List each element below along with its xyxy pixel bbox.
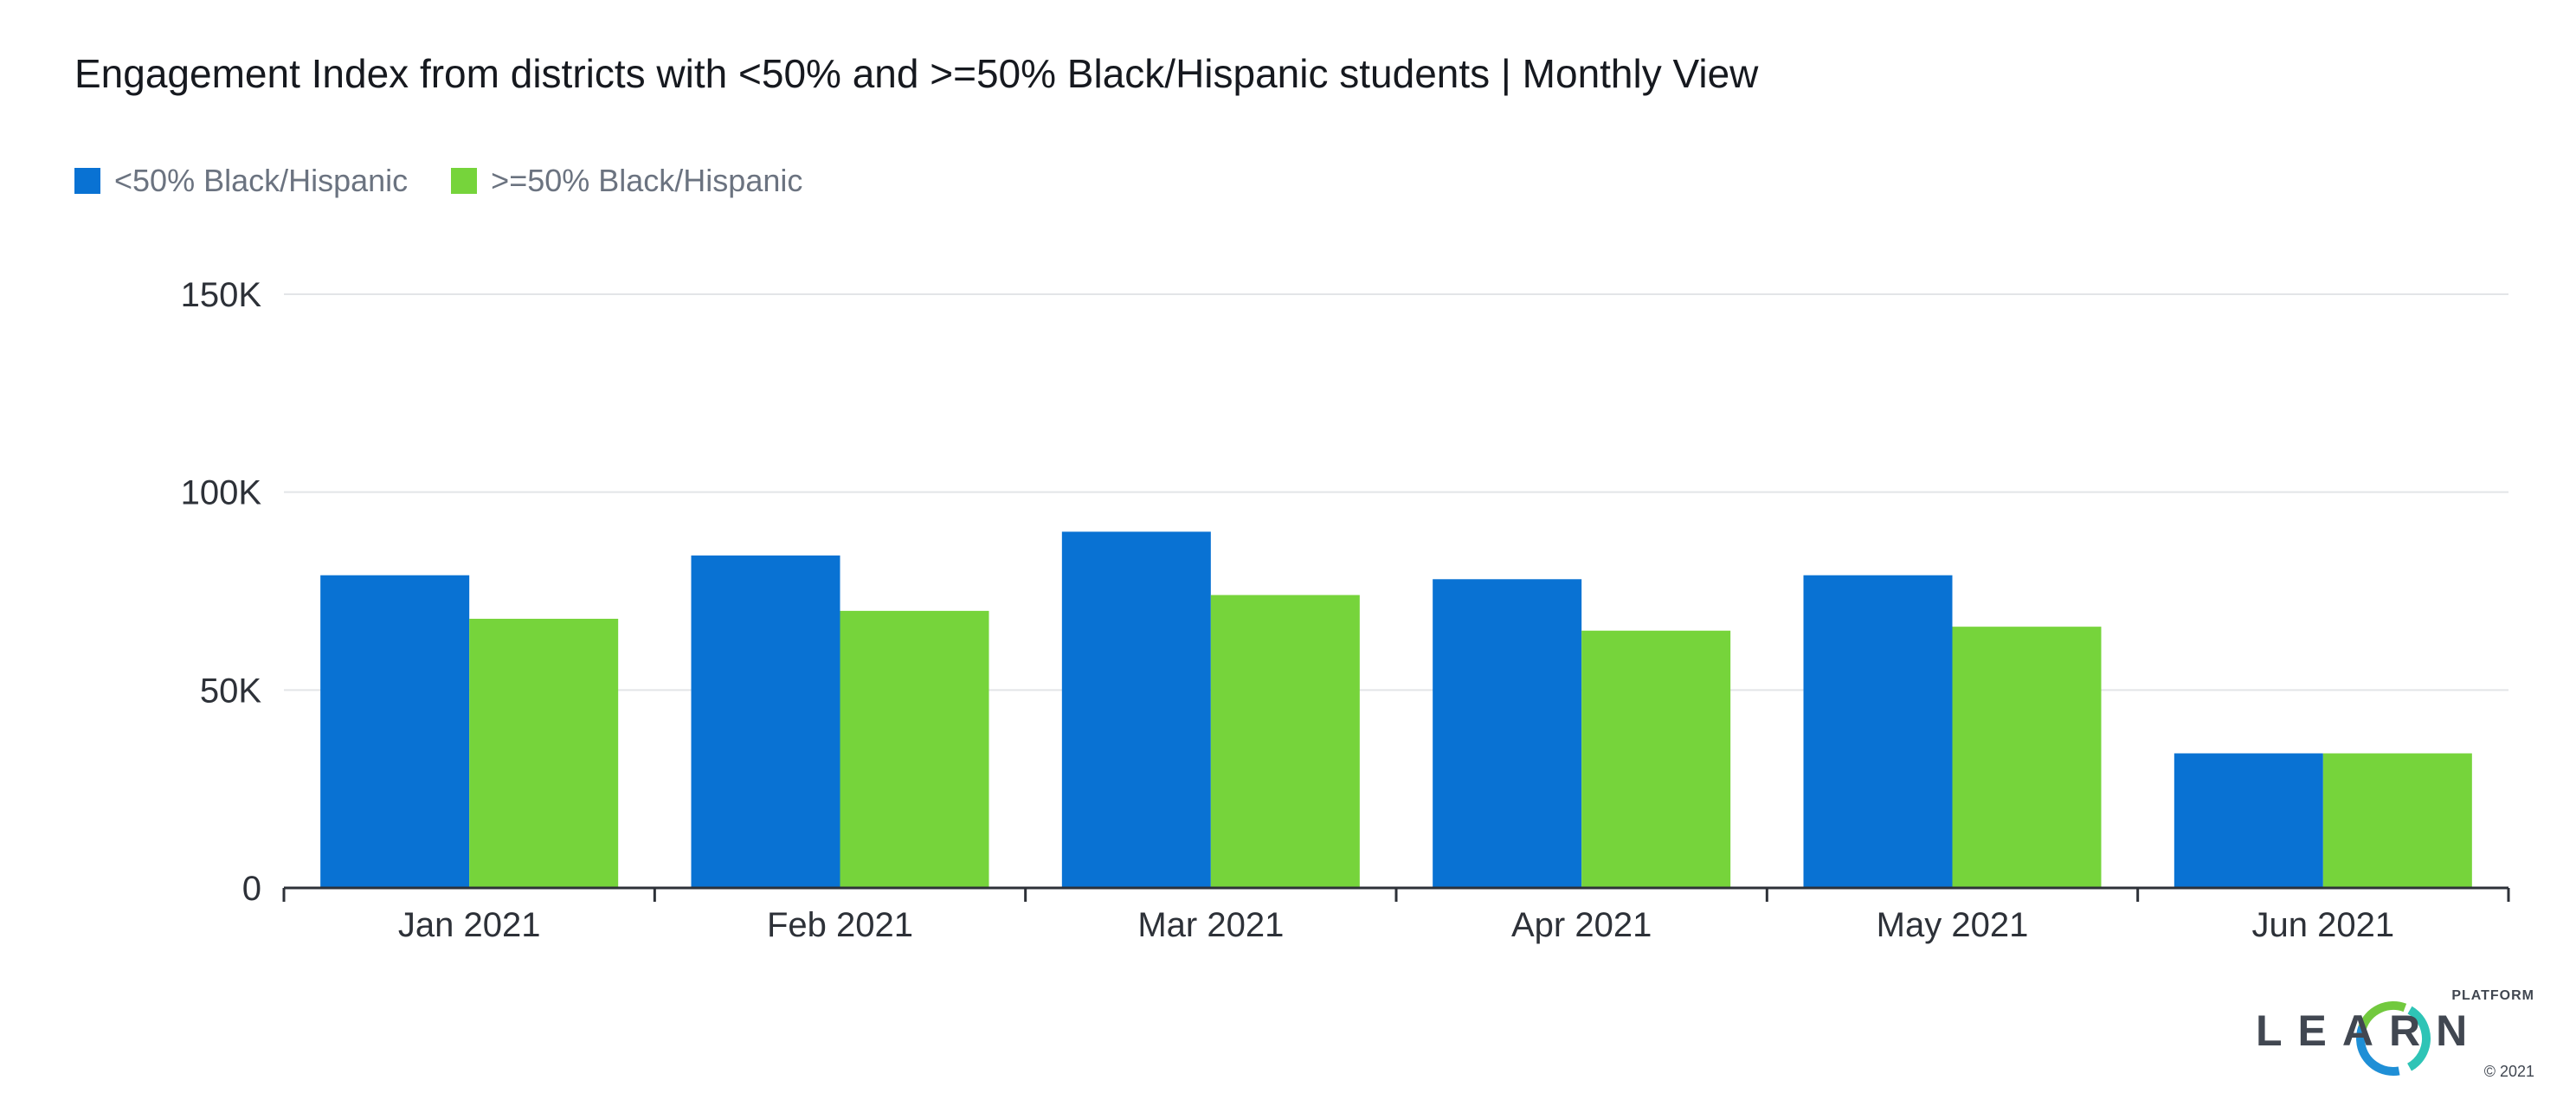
bar-below-50-may-2021[interactable] xyxy=(1803,575,1953,888)
bars xyxy=(320,531,2472,888)
chart-title: Engagement Index from districts with <50… xyxy=(74,51,1759,96)
logo-copyright: © 2021 xyxy=(2483,1063,2534,1080)
bar-below-50-jan-2021[interactable] xyxy=(320,575,470,888)
bar-below-50-jun-2021[interactable] xyxy=(2174,753,2323,888)
x-tick-label: May 2021 xyxy=(1877,906,2029,944)
bar-below-50-mar-2021[interactable] xyxy=(1061,531,1211,888)
legend: <50% Black/Hispanic >=50% Black/Hispanic xyxy=(74,163,846,199)
logo-platform-text: PLATFORM xyxy=(2451,988,2534,1003)
gridlines xyxy=(284,293,2508,691)
x-tick-label: Feb 2021 xyxy=(767,906,913,944)
logo-ring-icon xyxy=(2356,1000,2431,1076)
legend-swatch-50-and-above xyxy=(451,168,478,194)
bar-below-50-apr-2021[interactable] xyxy=(1433,579,1582,888)
bar-50-and-above-feb-2021[interactable] xyxy=(840,610,989,888)
tick-labels: 0 50K 100K 150K Jan 2021 Feb 2021 Mar 2021 Apr … xyxy=(181,276,2395,944)
y-tick-label: 150K xyxy=(181,276,262,314)
bar-50-and-above-jun-2021[interactable] xyxy=(2322,753,2472,888)
legend-swatch-below-50 xyxy=(74,168,100,194)
bar-50-and-above-apr-2021[interactable] xyxy=(1581,630,1731,888)
logo-wordmark: LEARN xyxy=(2256,1006,2483,1055)
x-tick-label: Jan 2021 xyxy=(398,906,541,944)
learn-platform-logo: PLATFORM LEARN © 2021 xyxy=(2242,987,2536,1082)
legend-label-below-50: <50% Black/Hispanic xyxy=(114,163,409,198)
bar-50-and-above-may-2021[interactable] xyxy=(1952,627,2102,888)
y-tick-label: 0 xyxy=(242,870,261,908)
x-tick-label: Jun 2021 xyxy=(2252,906,2395,944)
y-tick-label: 50K xyxy=(200,672,261,710)
x-tick-label: Mar 2021 xyxy=(1137,906,1284,944)
bar-50-and-above-jan-2021[interactable] xyxy=(469,619,619,888)
legend-item-50-and-above[interactable]: >=50% Black/Hispanic xyxy=(451,163,802,199)
bar-below-50-feb-2021[interactable] xyxy=(691,555,840,888)
x-tick-label: Apr 2021 xyxy=(1511,906,1652,944)
bar-50-and-above-mar-2021[interactable] xyxy=(1210,595,1360,888)
x-axis xyxy=(282,886,2510,902)
y-tick-label: 100K xyxy=(181,474,262,512)
legend-label-50-and-above: >=50% Black/Hispanic xyxy=(491,163,803,198)
legend-item-below-50[interactable]: <50% Black/Hispanic xyxy=(74,163,408,199)
